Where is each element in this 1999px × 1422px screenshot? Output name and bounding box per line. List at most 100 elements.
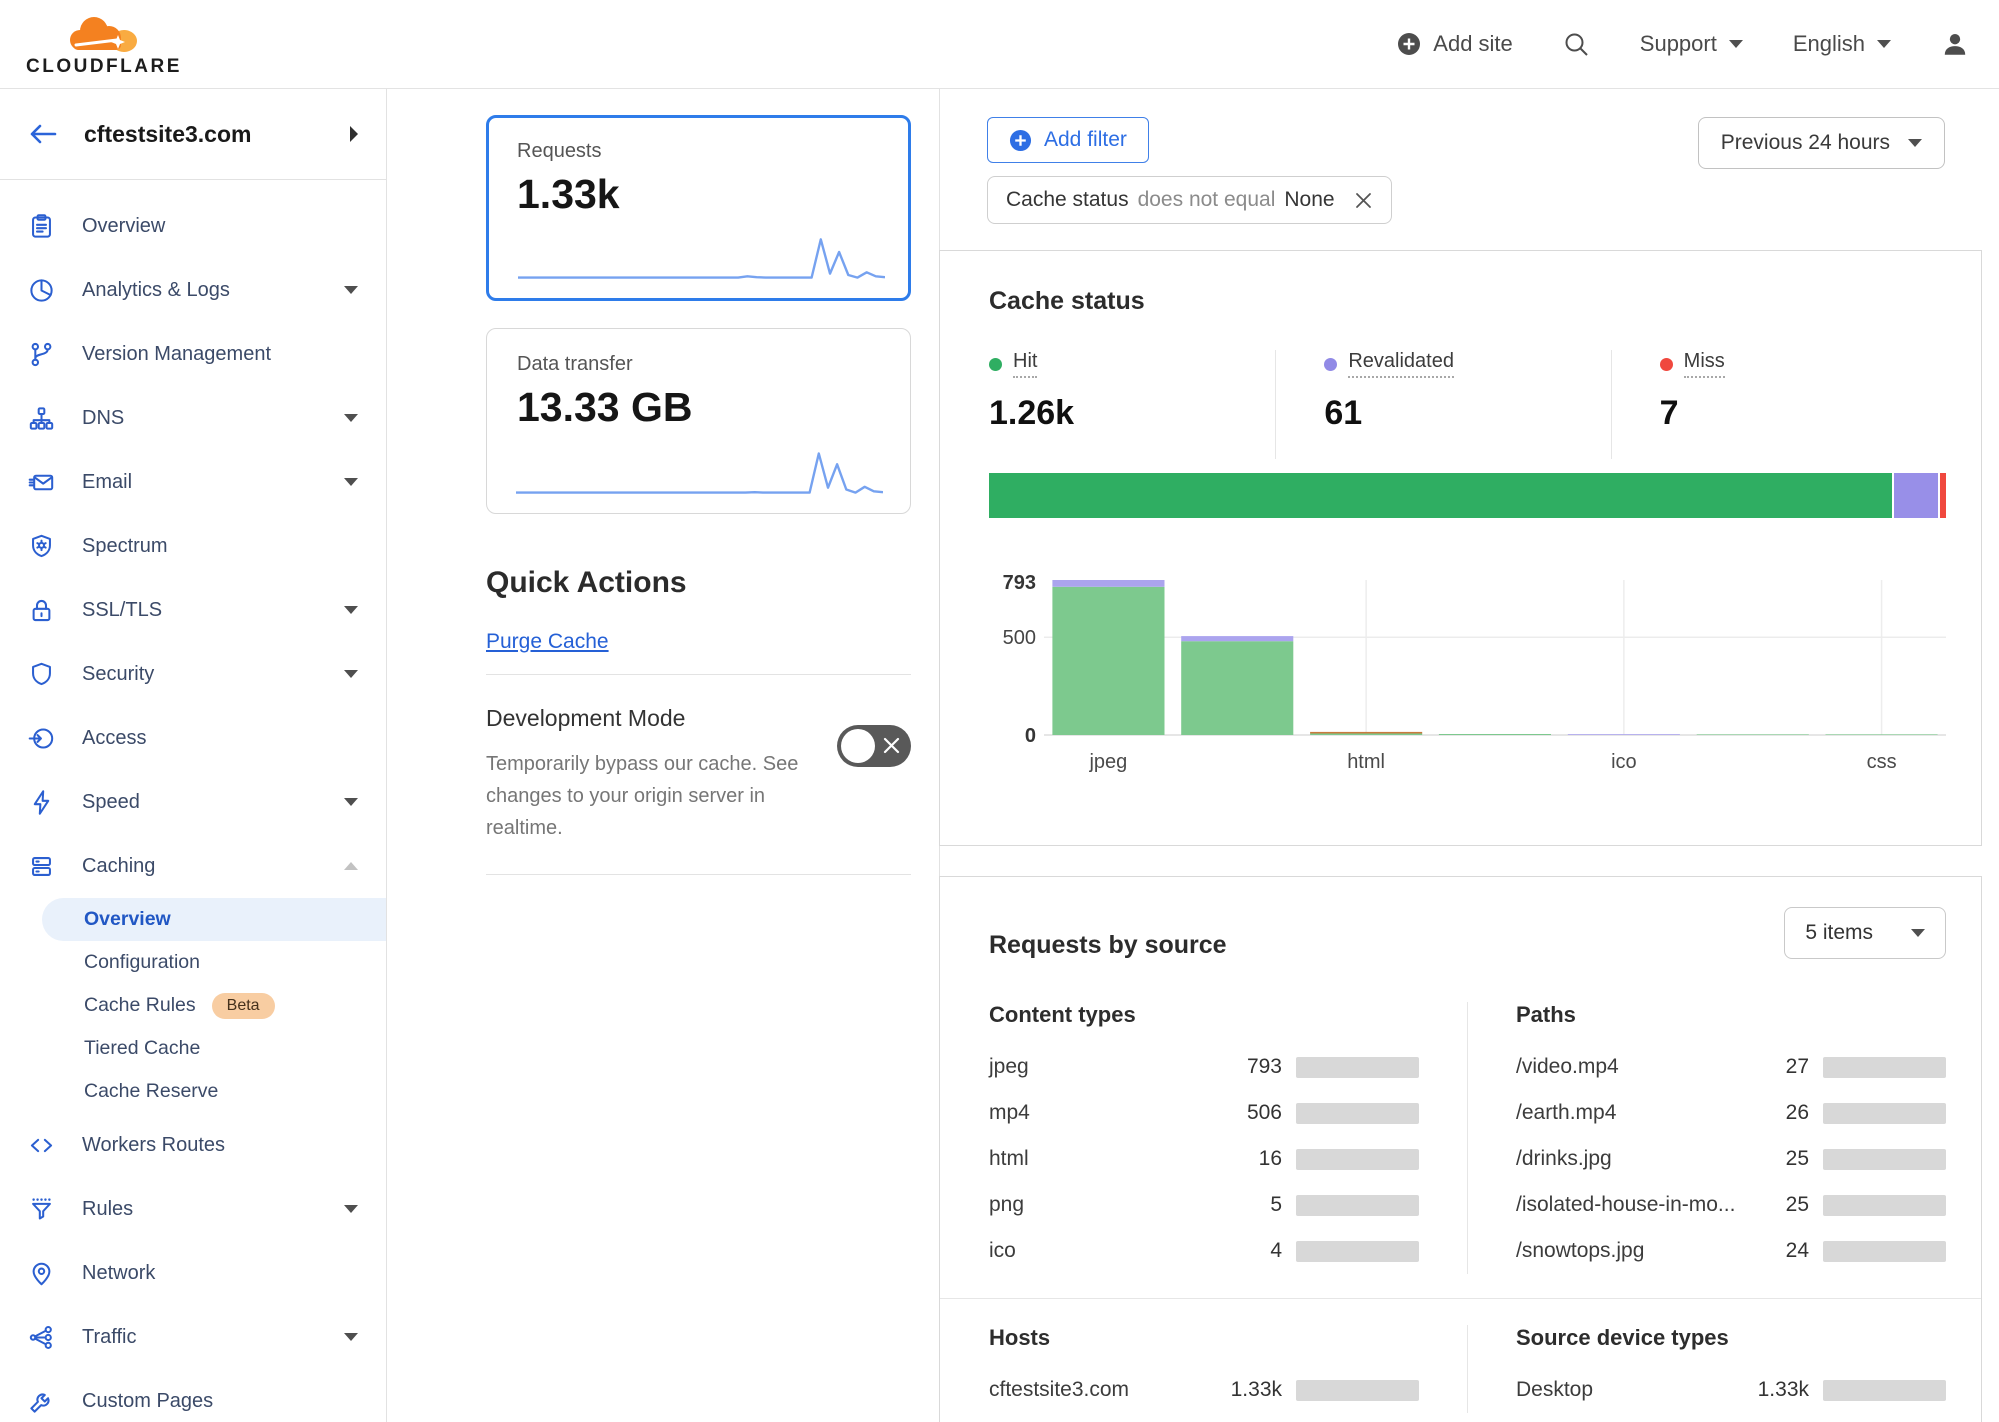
chevron-down-icon	[344, 1333, 358, 1341]
sidebar-item-analytics-logs[interactable]: Analytics & Logs	[0, 258, 386, 322]
ssl-tls-icon	[28, 596, 56, 624]
items-count-dropdown[interactable]: 5 items	[1784, 907, 1946, 959]
source-row-value: 506	[1210, 1101, 1282, 1125]
sidebar-item-access[interactable]: Access	[0, 706, 386, 770]
user-account-icon[interactable]	[1941, 30, 1969, 58]
sidebar-item-traffic[interactable]: Traffic	[0, 1305, 386, 1369]
sidebar-item-caching-overview[interactable]: Overview	[42, 898, 386, 941]
chip-field: Cache status	[1006, 188, 1129, 212]
analytics-icon	[28, 276, 56, 304]
chevron-down-icon	[1729, 40, 1743, 48]
usage-bar	[1296, 1380, 1419, 1401]
source-row-value: 27	[1737, 1055, 1809, 1079]
svg-text:jpeg: jpeg	[1088, 751, 1127, 773]
legend-dot	[989, 358, 1002, 371]
divider	[486, 674, 911, 675]
source-row-html[interactable]: html16	[989, 1136, 1419, 1182]
sidebar-item-label: Rules	[82, 1198, 133, 1221]
legend-label[interactable]: Miss	[1684, 350, 1725, 378]
sidebar-item-label: Email	[82, 471, 132, 494]
source-group-hosts: Hostscftestsite3.com1.33k	[989, 1325, 1467, 1413]
data-transfer-metric-card[interactable]: Data transfer 13.33 GB	[486, 328, 911, 514]
source-group-title: Content types	[989, 1002, 1419, 1028]
cloudflare-cloud-icon	[67, 11, 141, 55]
sidebar-item-label: Workers Routes	[82, 1134, 225, 1157]
sidebar-item-ssl-tls[interactable]: SSL/TLS	[0, 578, 386, 642]
sidebar-item-rules[interactable]: Rules	[0, 1177, 386, 1241]
sidebar-item-email[interactable]: Email	[0, 450, 386, 514]
sidebar-item-label: Speed	[82, 791, 140, 814]
purge-cache-link[interactable]: Purge Cache	[486, 630, 609, 654]
source-row-png[interactable]: png5	[989, 1182, 1419, 1228]
sidebar-item-label: SSL/TLS	[82, 599, 162, 622]
development-mode-toggle[interactable]	[837, 725, 911, 767]
chevron-down-icon	[1911, 929, 1925, 937]
sidebar-subitem-label: Configuration	[84, 951, 200, 974]
legend-label[interactable]: Hit	[1013, 350, 1037, 378]
usage-bar	[1296, 1103, 1419, 1124]
plus-circle-icon	[1009, 129, 1032, 152]
source-row-isolated-house-in-mo[interactable]: /isolated-house-in-mo...25	[1516, 1182, 1946, 1228]
legend-label[interactable]: Revalidated	[1348, 350, 1454, 378]
source-row-name: jpeg	[989, 1055, 1210, 1079]
chevron-right-icon[interactable]	[348, 125, 360, 143]
sidebar-item-label: Security	[82, 663, 154, 686]
remove-filter-icon[interactable]	[1354, 191, 1373, 210]
source-row-name: ico	[989, 1239, 1210, 1263]
summary-column: Requests 1.33k Data transfer 13.33 GB Qu…	[387, 89, 939, 1422]
language-menu[interactable]: English	[1793, 31, 1891, 57]
support-menu[interactable]: Support	[1640, 31, 1743, 57]
divider	[486, 874, 911, 875]
filter-chip-cache-status[interactable]: Cache status does not equal None	[987, 176, 1392, 224]
source-row-name: /isolated-house-in-mo...	[1516, 1193, 1737, 1217]
sidebar-item-label: Analytics & Logs	[82, 279, 230, 302]
chip-value: None	[1284, 188, 1334, 212]
network-icon	[28, 1259, 56, 1287]
sidebar-item-custom-pages[interactable]: Custom Pages	[0, 1369, 386, 1422]
toggle-knob	[841, 729, 875, 763]
source-row-video-mp4[interactable]: /video.mp427	[1516, 1044, 1946, 1090]
rules-icon	[28, 1195, 56, 1223]
sidebar-item-caching-cache-rules[interactable]: Cache RulesBeta	[0, 984, 386, 1027]
sidebar-item-network[interactable]: Network	[0, 1241, 386, 1305]
source-row-earth-mp4[interactable]: /earth.mp426	[1516, 1090, 1946, 1136]
usage-bar	[1296, 1149, 1419, 1170]
sidebar-item-spectrum[interactable]: Spectrum	[0, 514, 386, 578]
source-row-snowtops-jpg[interactable]: /snowtops.jpg24	[1516, 1228, 1946, 1274]
cache-status-bar-chart: jpeghtmlicocss7935000	[989, 572, 1946, 777]
search-icon[interactable]	[1563, 31, 1590, 58]
add-site-button[interactable]: Add site	[1397, 31, 1513, 57]
source-row-value: 1.33k	[1737, 1378, 1809, 1402]
source-group-title: Source device types	[1516, 1325, 1946, 1351]
time-range-dropdown[interactable]: Previous 24 hours	[1698, 117, 1945, 169]
sidebar-item-dns[interactable]: DNS	[0, 386, 386, 450]
source-row-desktop[interactable]: Desktop1.33k	[1516, 1367, 1946, 1413]
sidebar-item-security[interactable]: Security	[0, 642, 386, 706]
source-row-ico[interactable]: ico4	[989, 1228, 1419, 1274]
traffic-icon	[28, 1323, 56, 1351]
sidebar-item-caching-cache-reserve[interactable]: Cache Reserve	[0, 1070, 386, 1113]
source-row-cftestsite3-com[interactable]: cftestsite3.com1.33k	[989, 1367, 1419, 1413]
requests-metric-card[interactable]: Requests 1.33k	[486, 115, 911, 301]
data-transfer-value: 13.33 GB	[517, 384, 880, 431]
site-name: cftestsite3.com	[84, 121, 322, 148]
cache-status-legend: Hit1.26kRevalidated61Miss7	[989, 350, 1946, 459]
chevron-down-icon	[344, 798, 358, 806]
source-row-jpeg[interactable]: jpeg793	[989, 1044, 1419, 1090]
sidebar-item-version-management[interactable]: Version Management	[0, 322, 386, 386]
sidebar-item-speed[interactable]: Speed	[0, 770, 386, 834]
source-row-mp4[interactable]: mp4506	[989, 1090, 1419, 1136]
sidebar-item-caching[interactable]: Caching	[0, 834, 386, 898]
sidebar-item-workers-routes[interactable]: Workers Routes	[0, 1113, 386, 1177]
source-row-drinks-jpg[interactable]: /drinks.jpg25	[1516, 1136, 1946, 1182]
sidebar-item-caching-tiered-cache[interactable]: Tiered Cache	[0, 1027, 386, 1070]
svg-text:html: html	[1347, 751, 1385, 773]
back-arrow-icon[interactable]	[28, 122, 58, 146]
cloudflare-wordmark: CLOUDFLARE	[26, 56, 182, 78]
sidebar-item-caching-configuration[interactable]: Configuration	[0, 941, 386, 984]
usage-bar	[1823, 1380, 1946, 1401]
sidebar-item-overview[interactable]: Overview	[0, 194, 386, 258]
sidebar-item-label: Caching	[82, 855, 155, 878]
requests-value: 1.33k	[517, 171, 880, 218]
add-filter-button[interactable]: Add filter	[987, 117, 1149, 163]
